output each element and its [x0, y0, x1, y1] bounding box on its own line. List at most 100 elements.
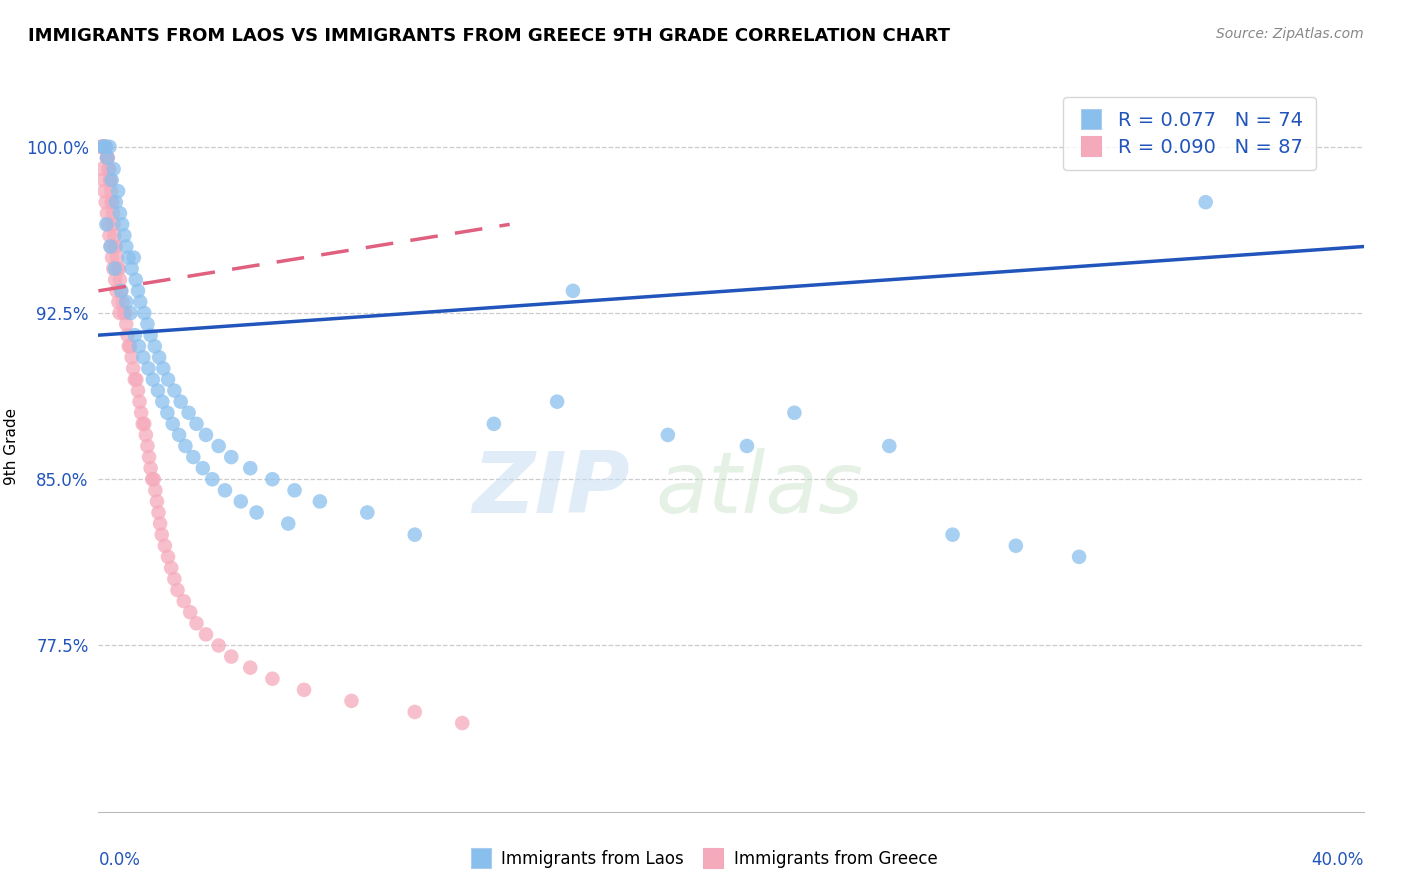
Point	[107, 184, 129, 198]
Point	[111, 294, 134, 309]
Point	[173, 594, 195, 608]
Point	[136, 317, 159, 331]
Point	[179, 605, 201, 619]
Point	[103, 218, 125, 232]
Point	[108, 306, 131, 320]
Point	[114, 306, 136, 320]
Point	[157, 372, 180, 386]
Point	[146, 494, 169, 508]
Point	[103, 228, 125, 243]
Point	[229, 494, 252, 508]
Point	[153, 539, 176, 553]
Point	[128, 394, 150, 409]
Point	[1195, 195, 1218, 210]
Point	[110, 284, 132, 298]
Point	[93, 140, 117, 154]
Point	[1004, 539, 1026, 553]
Point	[219, 649, 243, 664]
Point	[125, 372, 148, 386]
Point	[657, 428, 679, 442]
Point	[122, 251, 145, 265]
Point	[108, 206, 131, 220]
Point	[104, 239, 127, 253]
Point	[735, 439, 758, 453]
Point	[111, 218, 134, 232]
Point	[103, 261, 125, 276]
Text: 40.0%: 40.0%	[1312, 851, 1364, 869]
Point	[134, 306, 156, 320]
Point	[104, 195, 127, 210]
Point	[91, 140, 114, 154]
Point	[942, 527, 965, 541]
Point	[404, 705, 426, 719]
Point	[262, 472, 284, 486]
Point	[239, 660, 262, 674]
Point	[157, 549, 180, 564]
Point	[96, 151, 118, 165]
Point	[115, 239, 138, 253]
Point	[121, 351, 143, 365]
Point	[1069, 549, 1091, 564]
Point	[201, 472, 224, 486]
Point	[156, 406, 179, 420]
Point	[96, 206, 118, 220]
Point	[219, 450, 243, 464]
Point	[284, 483, 307, 498]
Point	[309, 494, 332, 508]
Point	[90, 161, 112, 176]
Point	[404, 527, 426, 541]
Point	[124, 328, 146, 343]
Point	[127, 384, 149, 398]
Text: 0.0%: 0.0%	[98, 851, 141, 869]
Point	[122, 361, 145, 376]
Point	[138, 450, 160, 464]
Point	[91, 140, 114, 154]
Point	[120, 339, 141, 353]
Point	[117, 251, 139, 265]
Point	[148, 506, 170, 520]
Point	[136, 439, 159, 453]
Point	[94, 140, 117, 154]
Point	[132, 351, 155, 365]
Point	[97, 218, 120, 232]
Text: atlas: atlas	[655, 449, 863, 532]
Point	[129, 406, 152, 420]
Point	[194, 428, 218, 442]
Point	[115, 294, 138, 309]
Point	[139, 328, 162, 343]
Y-axis label: 9th Grade: 9th Grade	[4, 408, 18, 484]
Point	[101, 251, 124, 265]
Point	[124, 372, 146, 386]
Point	[100, 239, 122, 253]
Point	[149, 516, 172, 531]
Point	[783, 406, 806, 420]
Point	[104, 239, 127, 253]
Point	[112, 306, 135, 320]
Point	[117, 328, 139, 343]
Point	[96, 218, 118, 232]
Point	[167, 428, 190, 442]
Point	[194, 627, 218, 641]
Point	[138, 361, 160, 376]
Point	[546, 394, 568, 409]
Point	[118, 339, 141, 353]
Point	[142, 372, 165, 386]
Point	[877, 439, 901, 453]
Point	[125, 273, 148, 287]
Point	[356, 506, 378, 520]
Point	[340, 694, 363, 708]
Point	[134, 417, 156, 431]
Point	[143, 339, 166, 353]
Point	[148, 351, 170, 365]
Point	[146, 384, 169, 398]
Point	[101, 206, 124, 220]
Point	[98, 161, 121, 176]
Point	[91, 140, 114, 154]
Point	[183, 450, 205, 464]
Point	[292, 682, 315, 697]
Point	[98, 228, 121, 243]
Point	[90, 140, 112, 154]
Point	[104, 261, 127, 276]
Point	[108, 273, 131, 287]
Point	[100, 184, 122, 198]
